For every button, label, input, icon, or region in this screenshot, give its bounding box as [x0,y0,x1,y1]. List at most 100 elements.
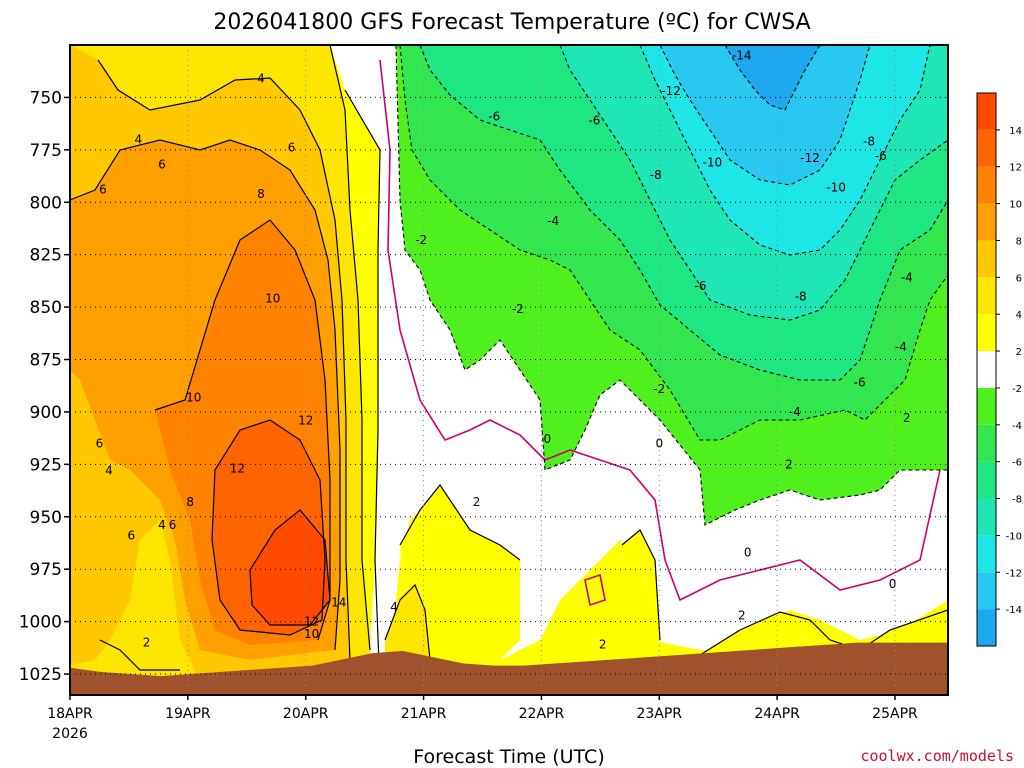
warm-contour-lines [70,45,948,691]
colorbar-tick-label: 12 [1009,163,1022,174]
contour-label: 6 [158,158,166,172]
y-tick-label: 800 [30,193,62,213]
contour-label: -10 [702,155,722,169]
colorbar-segment [977,129,996,167]
contour-label: 2 [738,608,746,622]
colorbar-tick-label: -8 [1012,495,1022,506]
colorbar-tick-label: 14 [1009,126,1022,137]
credit-text[interactable]: coolwx.com/models [860,747,1014,765]
colorbar-segment [977,93,996,130]
contour-label: -4 [547,214,559,228]
colorbar-segment [977,461,996,499]
x-tick-label: 24APR [754,706,800,722]
contour-label: -12 [661,84,681,98]
colorbar-tick-label: 8 [1016,236,1022,247]
cold-contour-lines [395,45,948,526]
contour-label: -12 [800,151,820,165]
colorbar-segment [977,387,996,425]
warm-bump-23apr [622,530,660,650]
y-tick-label: 1000 [19,613,62,633]
colorbar-tick-label: -12 [1006,568,1022,579]
y-tick-label: 850 [30,298,62,318]
contour-label: 12 [298,413,313,427]
x-tick-label: 22APR [519,706,565,722]
contour-label: -6 [695,279,707,293]
contour-label: 0 [655,436,663,450]
contour-label: 2 [473,495,481,509]
y-tick-label: 950 [30,508,62,528]
contour-label: 2 [785,457,793,471]
contour-label: -4 [895,340,907,354]
colorbar-tick-label: -6 [1012,458,1022,469]
colorbar-segment [977,572,996,610]
x-tick-label: 19APR [165,706,211,722]
contour-label: 0 [744,545,752,559]
colorbar-tick-label: 6 [1016,273,1022,284]
x-tick-label: 20APR [283,706,329,722]
contour-label: -10 [826,181,846,195]
contour-label: -2 [512,302,524,316]
x-axis-label: Forecast Time (UTC) [413,746,604,768]
colorbar-frame [976,92,997,647]
plot-frame [69,44,949,696]
contour-label: 0 [889,577,897,591]
y-tick-label: 825 [30,246,62,266]
contour-label: -2 [653,382,665,396]
colorbar-segment [977,203,996,241]
colorbar-segment [977,498,996,536]
colorbar-tick-label: -10 [1006,531,1022,542]
contour-label: 2 [599,638,607,652]
colorbar-tick-label: 2 [1016,347,1022,358]
contour-label: -6 [875,149,887,163]
colorbar-segment [977,609,996,646]
colorbar-tick-label: 4 [1016,310,1022,321]
colorbar-segment [977,314,996,352]
colorbar-segment [977,240,996,278]
contour-label: -14 [732,48,752,62]
contour-label: 14 [331,596,346,610]
contour-label: 6 [288,141,296,155]
colorbar-segment [977,535,996,573]
contour-label: 8 [257,187,265,201]
y-axis: 750 775 800 825 850 875 900 925 950 975 1000 1025 [19,88,70,685]
colorbar-tick-label: -4 [1012,421,1022,432]
contour-label: -4 [901,271,913,285]
colorbar: -14 -12 -10 -8 -6 -4 -2 2 4 6 8 10 12 14 [976,92,1022,647]
colorbar-segment [977,351,996,388]
contour-label: 10 [304,627,319,641]
x-tick-label: 18APR [47,706,93,722]
colorbar-tick-label: -14 [1006,605,1022,616]
contour-label: 8 [186,495,194,509]
x-tick-label: 21APR [401,706,447,722]
contour-label: 2 [143,636,151,650]
terrain-below-ground [70,642,948,695]
cold-band-below-minus14 [725,45,820,110]
y-tick-label: 900 [30,403,62,423]
contour-label: 12 [230,462,245,476]
contour-label: 12 [304,615,319,629]
colorbar-segment [977,166,996,204]
freezing-contour-lines [379,59,941,607]
contour-label: 10 [186,390,201,404]
warm-bump-22apr [400,485,520,660]
cold-band-minus12-minus14 [660,45,870,185]
contour-label: -4 [789,405,801,419]
y-tick-label: 775 [30,141,62,161]
contour-label: 10 [265,292,280,306]
x-tick-year: 2026 [52,726,88,742]
x-axis: 18APR 19APR 20APR 21APR 22APR 23APR 24APR 25APR [47,695,918,722]
contour-label: -6 [854,376,866,390]
contour-label: 4 [105,464,113,478]
colorbar-tick-label: 10 [1009,200,1022,211]
contour-label: -8 [863,134,875,148]
colorbar-segment [977,424,996,462]
x-tick-label: 25APR [872,706,918,722]
contour-label: 6 [99,183,107,197]
gridlines [70,45,948,695]
contour-label: 4 [390,600,398,614]
contour-label: 6 [169,518,177,532]
x-tick-label: 23APR [636,706,682,722]
